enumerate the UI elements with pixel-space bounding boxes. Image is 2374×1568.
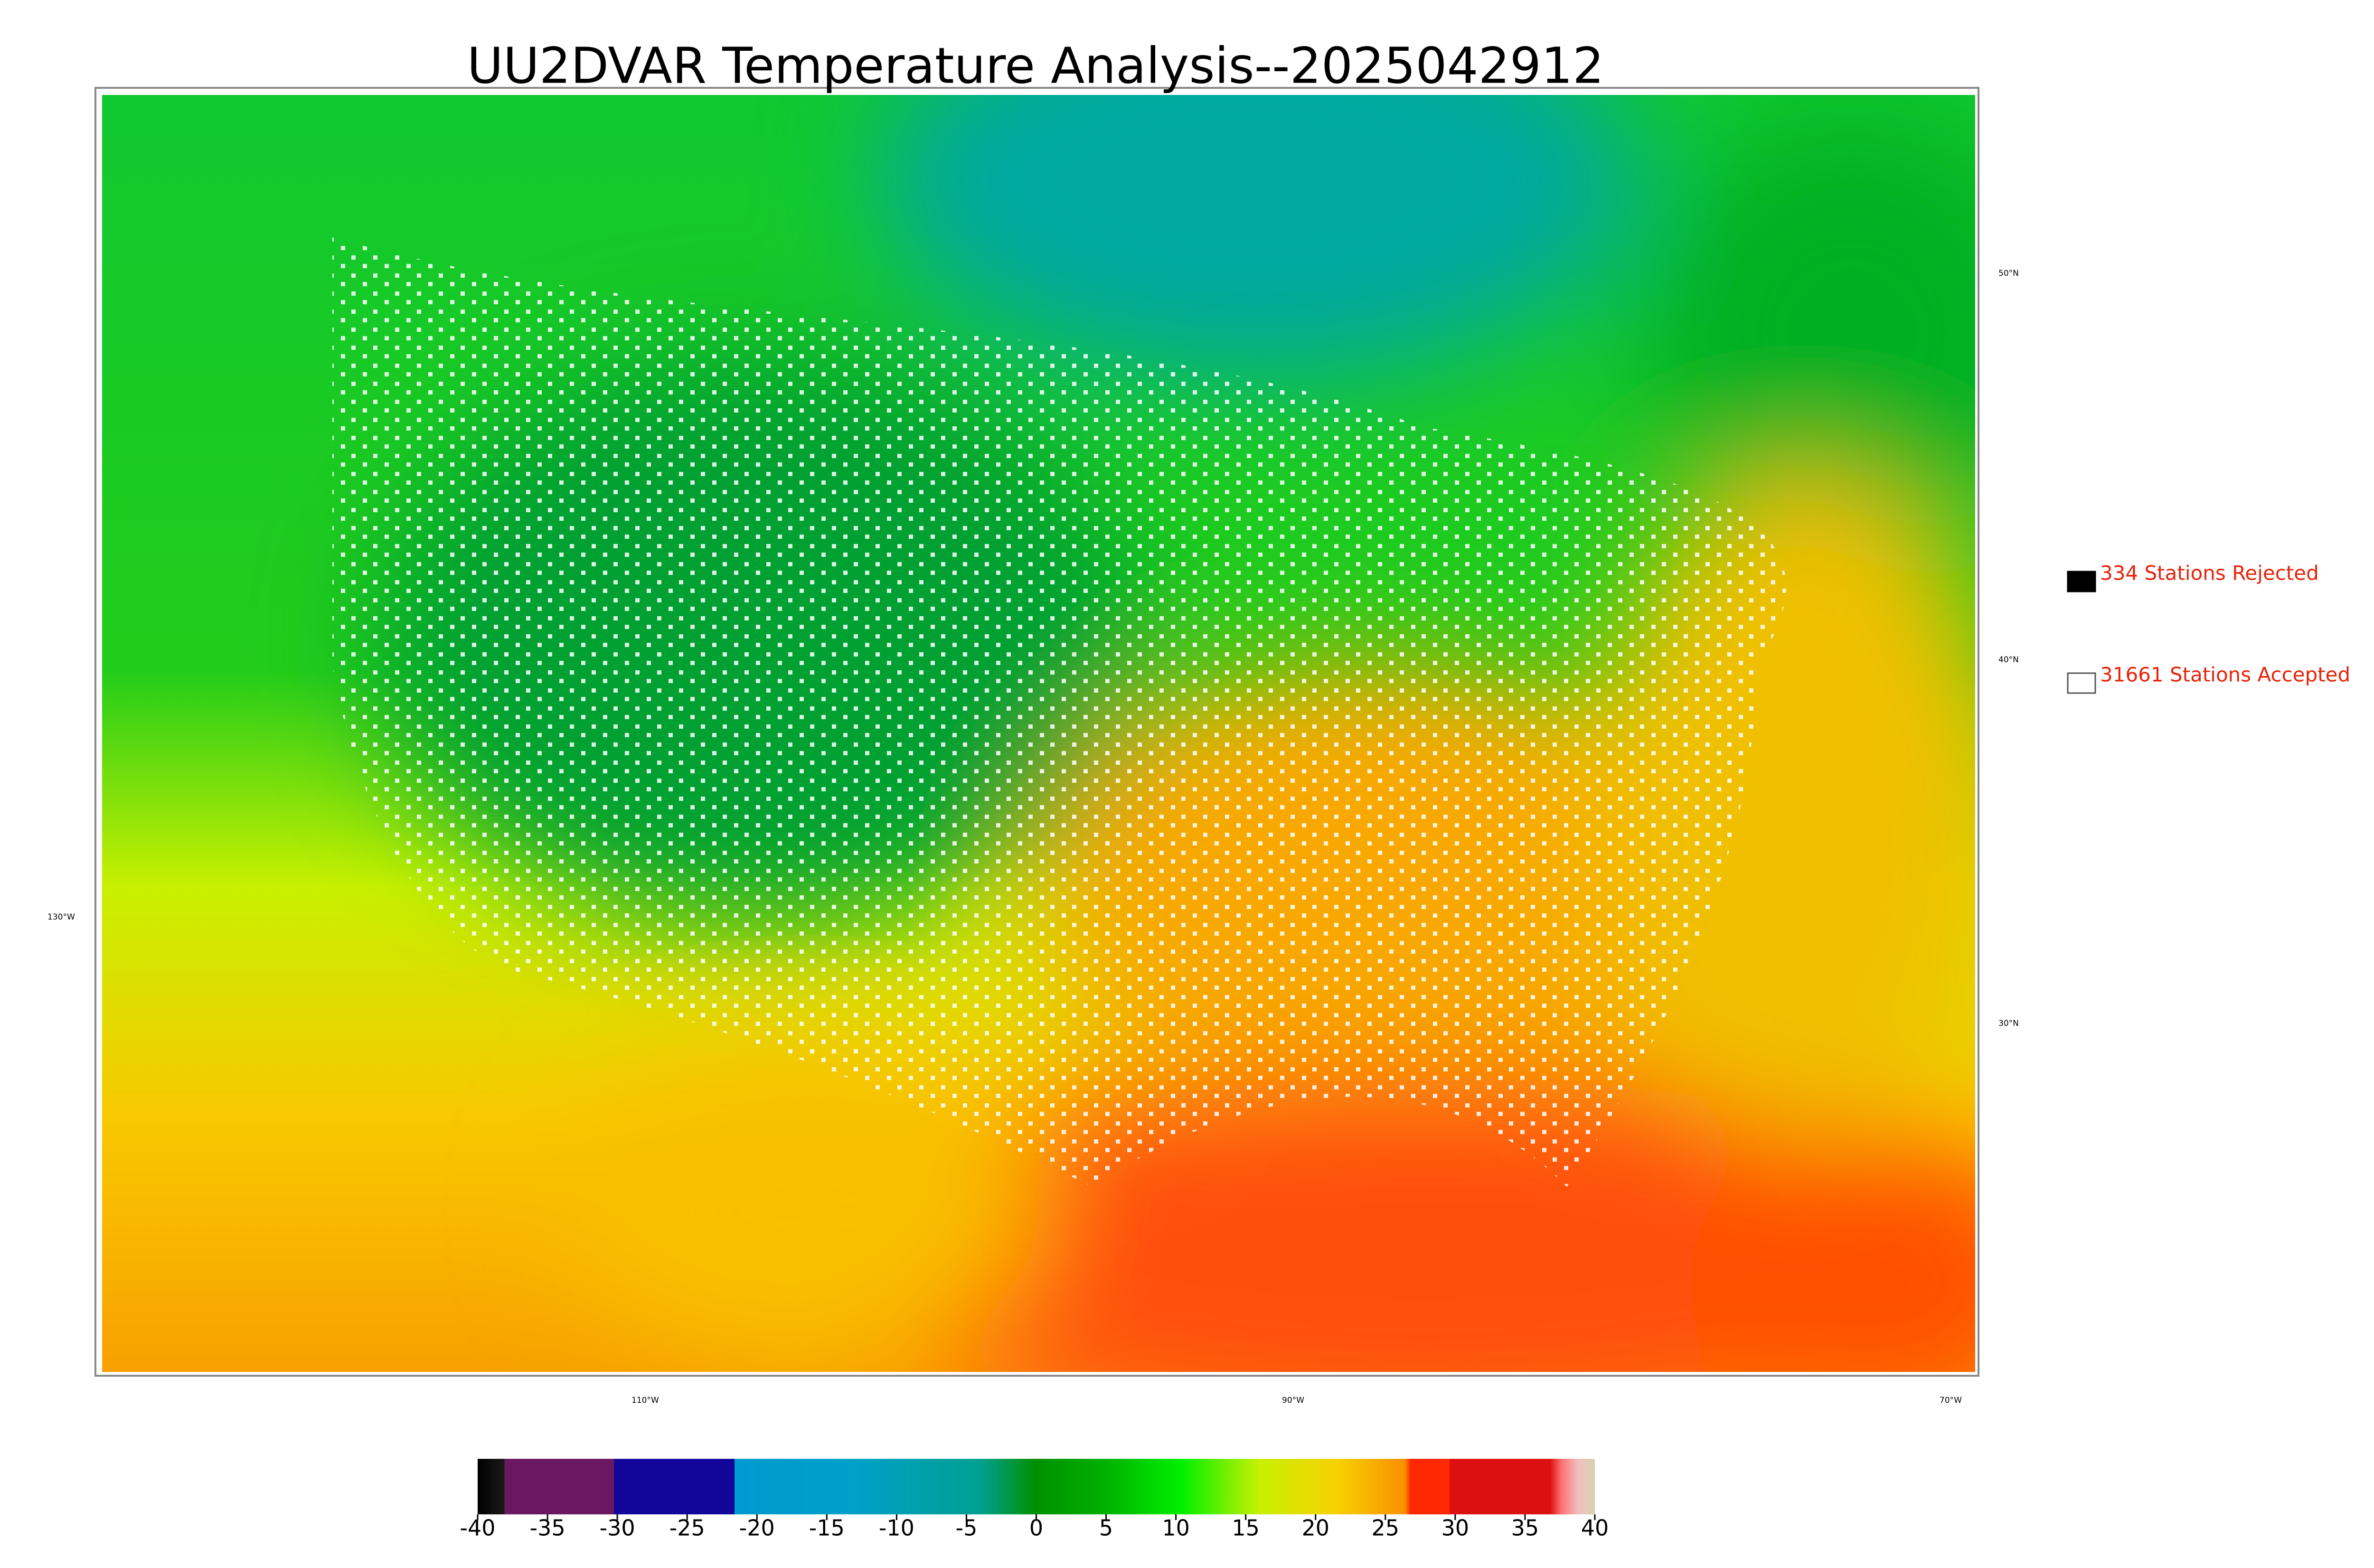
legend-label: 31661 Stations Accepted	[2100, 663, 2350, 686]
map-title: UU2DVAR Temperature Analysis--2025042912	[467, 37, 1604, 94]
lon-label: 110°W	[631, 1396, 659, 1405]
lon-label: 70°W	[1940, 1396, 1962, 1405]
colorbar-tick-label: -25	[669, 1515, 705, 1540]
colorbar-tick-label: 20	[1301, 1515, 1329, 1540]
lat-label: 50°N	[1998, 269, 2019, 278]
colorbar-tick-label: 15	[1232, 1515, 1260, 1540]
temperature-field	[102, 95, 1975, 1372]
colorbar	[478, 1459, 1595, 1514]
colorbar-tick-label: 30	[1441, 1515, 1470, 1540]
colorbar-tick-label: 35	[1511, 1515, 1539, 1540]
legend-label: 334 Stations Rejected	[2100, 562, 2319, 585]
colorbar-tick-label: -20	[739, 1515, 775, 1540]
colorbar-tick-label: 5	[1099, 1515, 1113, 1540]
colorbar-tick-label: 40	[1581, 1515, 1609, 1540]
colorbar-tick-label: -10	[879, 1515, 914, 1540]
legend-swatch	[2067, 672, 2096, 694]
colorbar-ticks: -40 -35 -30 -25 -20 -15 -10 -5 0 5 10 15 20 25 30 35 40	[460, 1514, 1609, 1540]
colorbar-tick-label: 25	[1372, 1515, 1400, 1540]
colorbar-tick-label: -30	[600, 1515, 635, 1540]
lon-label: 130°W	[47, 912, 75, 922]
colorbar-tick-label: -40	[460, 1515, 495, 1540]
lat-label: 30°N	[1998, 1019, 2019, 1028]
map-frame	[94, 87, 1979, 1377]
lat-label: 40°N	[1998, 655, 2019, 665]
colorbar-tick-label: 10	[1162, 1515, 1190, 1540]
colorbar-tick-label: 0	[1029, 1515, 1043, 1540]
colorbar-tick-label: -35	[529, 1515, 565, 1540]
lon-label: 90°W	[1282, 1396, 1304, 1405]
colorbar-tick-label: -5	[956, 1515, 978, 1540]
legend-swatch	[2067, 571, 2096, 592]
colorbar-tick-label: -15	[809, 1515, 845, 1540]
